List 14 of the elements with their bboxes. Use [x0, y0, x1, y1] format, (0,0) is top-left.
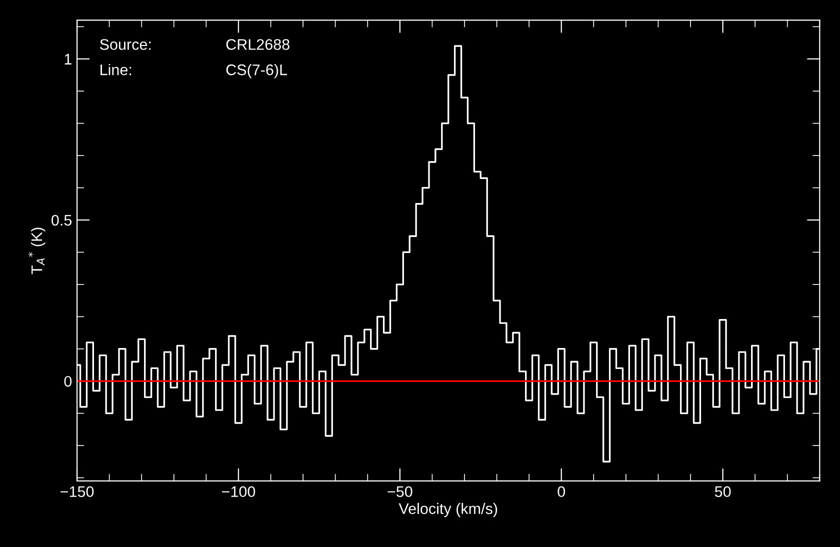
x-tick-label: −50	[388, 486, 412, 498]
x-axis-title: Velocity (km/s)	[398, 502, 498, 518]
annotation: Line:	[100, 64, 132, 76]
annotation: Source:	[100, 39, 151, 50]
y-tick-label: 0.5	[52, 214, 72, 226]
y-tick-label: 1	[64, 54, 72, 64]
annotation: CRL2688	[226, 39, 290, 50]
x-tick-label: −150	[60, 486, 94, 498]
x-tick-label: −100	[222, 486, 256, 498]
y-axis-title: T$_{A}$$^{*}$ (K)	[28, 228, 46, 274]
x-tick-label: 0	[558, 486, 566, 498]
x-tick-label: 50	[714, 486, 731, 498]
y-tick-label: 0	[64, 376, 72, 387]
annotation: CS(7-6)L	[226, 64, 288, 78]
